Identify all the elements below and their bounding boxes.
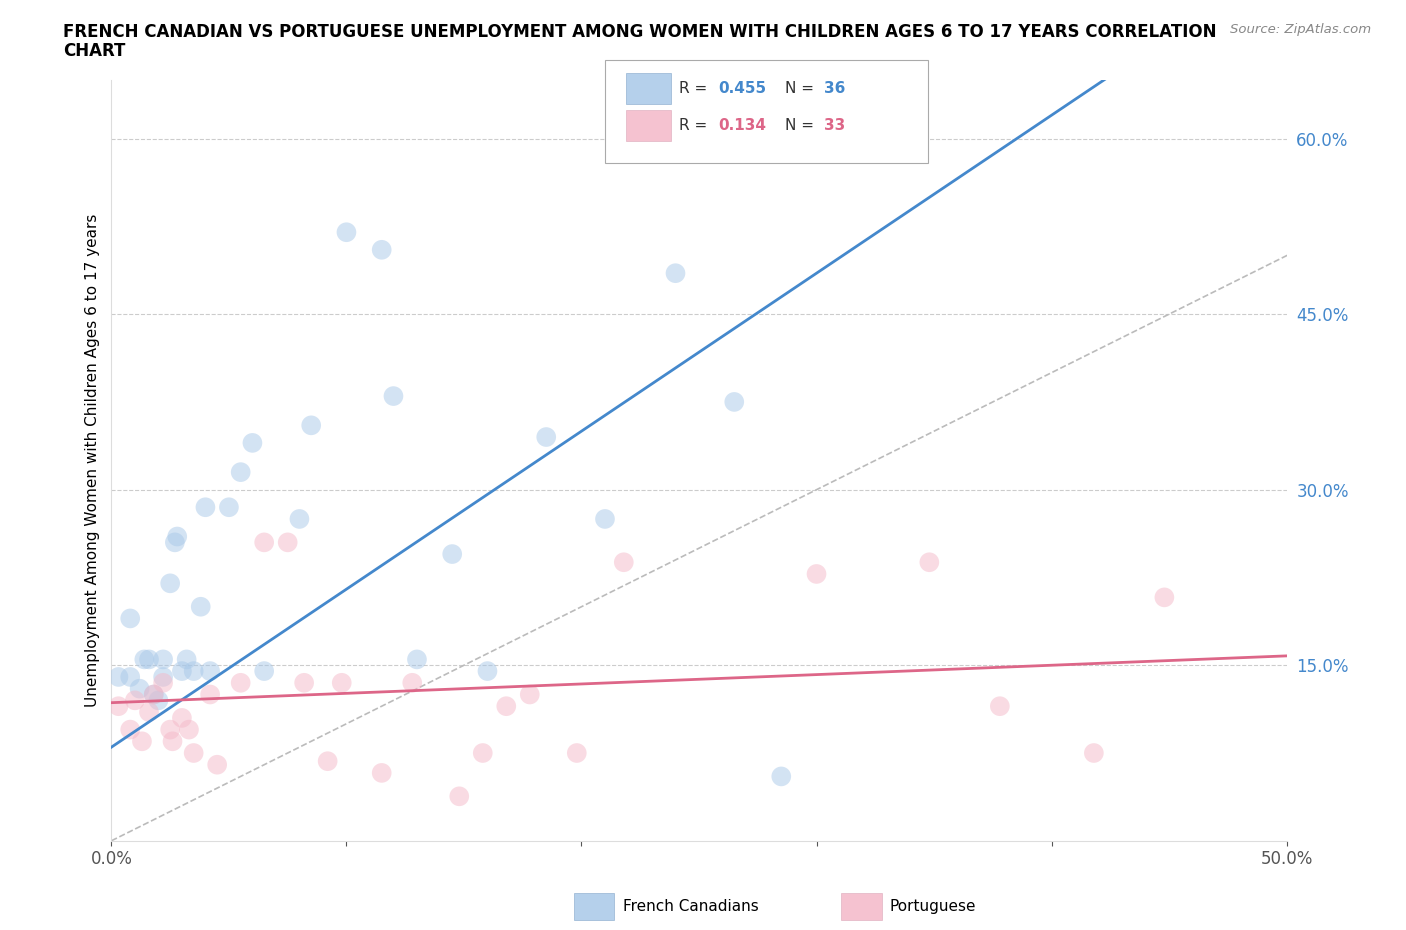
Point <box>229 465 252 480</box>
Text: 33: 33 <box>824 118 845 133</box>
Point <box>134 652 156 667</box>
Point <box>148 693 170 708</box>
Point <box>166 529 188 544</box>
Point <box>1153 590 1175 604</box>
Point <box>406 652 429 667</box>
Text: R =: R = <box>679 81 713 96</box>
Point <box>120 611 142 626</box>
Point <box>142 687 165 702</box>
Text: 36: 36 <box>824 81 845 96</box>
Text: 0.134: 0.134 <box>718 118 766 133</box>
Point <box>205 757 228 772</box>
Point <box>124 693 146 708</box>
Point <box>770 769 793 784</box>
Point <box>177 723 200 737</box>
Point <box>170 664 193 679</box>
Point <box>218 499 240 514</box>
Point <box>183 746 205 761</box>
Point <box>190 599 212 614</box>
Point <box>138 705 160 720</box>
Point <box>401 675 423 690</box>
Point <box>170 711 193 725</box>
Point <box>253 664 276 679</box>
Point <box>253 535 276 550</box>
Point <box>152 670 174 684</box>
Point <box>163 535 186 550</box>
Point <box>723 394 745 409</box>
Point <box>370 765 392 780</box>
Point <box>534 430 557 445</box>
Text: R =: R = <box>679 118 713 133</box>
Point <box>988 698 1011 713</box>
Text: French Canadians: French Canadians <box>623 899 759 914</box>
Text: Portuguese: Portuguese <box>890 899 977 914</box>
Point <box>277 535 299 550</box>
Point <box>152 652 174 667</box>
Point <box>918 555 941 570</box>
Point <box>593 512 616 526</box>
Point <box>471 746 494 761</box>
Point <box>664 266 686 281</box>
Point <box>229 675 252 690</box>
Point <box>198 664 221 679</box>
Y-axis label: Unemployment Among Women with Children Ages 6 to 17 years: Unemployment Among Women with Children A… <box>86 214 100 707</box>
Point <box>194 499 217 514</box>
Point <box>519 687 541 702</box>
Point <box>120 723 142 737</box>
Point <box>242 435 264 450</box>
Point <box>449 789 471 804</box>
Point <box>495 698 517 713</box>
Point <box>159 576 181 591</box>
Point <box>107 670 129 684</box>
Point <box>198 687 221 702</box>
Point <box>120 670 142 684</box>
Point <box>292 675 315 690</box>
Point <box>477 664 499 679</box>
Point <box>142 687 165 702</box>
Text: N =: N = <box>785 118 818 133</box>
Point <box>1083 746 1105 761</box>
Point <box>316 753 339 768</box>
Text: N =: N = <box>785 81 818 96</box>
Text: Source: ZipAtlas.com: Source: ZipAtlas.com <box>1230 23 1371 36</box>
Point <box>806 566 828 581</box>
Text: 0.455: 0.455 <box>718 81 766 96</box>
Point <box>162 734 184 749</box>
Point <box>288 512 311 526</box>
Point <box>176 652 198 667</box>
Point <box>441 547 464 562</box>
Point <box>565 746 588 761</box>
Point <box>382 389 405 404</box>
Point <box>183 664 205 679</box>
Point <box>330 675 353 690</box>
Point <box>131 734 153 749</box>
Text: FRENCH CANADIAN VS PORTUGUESE UNEMPLOYMENT AMONG WOMEN WITH CHILDREN AGES 6 TO 1: FRENCH CANADIAN VS PORTUGUESE UNEMPLOYME… <box>63 23 1216 41</box>
Point <box>152 675 174 690</box>
Point <box>128 681 150 696</box>
Point <box>159 723 181 737</box>
Point <box>613 555 636 570</box>
Point <box>107 698 129 713</box>
Point <box>335 225 357 240</box>
Text: CHART: CHART <box>63 42 125 60</box>
Point <box>370 243 392 258</box>
Point <box>299 418 322 432</box>
Point <box>138 652 160 667</box>
